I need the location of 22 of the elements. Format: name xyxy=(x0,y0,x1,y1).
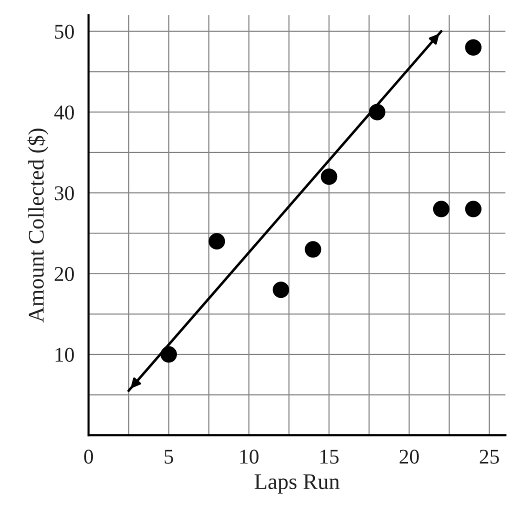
x-tick-label: 5 xyxy=(164,450,174,464)
y-tick-label: 20 xyxy=(54,267,74,282)
y-axis-title: Amount Collected ($) xyxy=(27,128,48,322)
point xyxy=(433,200,450,218)
y-tick-label: 30 xyxy=(54,186,74,200)
x-tick-label: 25 xyxy=(480,450,499,464)
y-tick-label: 50 xyxy=(55,24,74,39)
point xyxy=(465,200,482,218)
point xyxy=(368,104,386,120)
x-tick-label: 10 xyxy=(240,450,258,464)
x-axis-title: Laps Run xyxy=(254,474,340,494)
point xyxy=(465,39,482,56)
point xyxy=(208,233,226,250)
point xyxy=(272,282,290,298)
point xyxy=(320,168,338,185)
y-tick-label: 10 xyxy=(56,348,74,362)
point xyxy=(160,346,177,363)
x-tick-label: 20 xyxy=(400,450,419,464)
x-tick-label: 0 xyxy=(84,450,93,464)
point xyxy=(304,241,322,258)
x-tick-label: 15 xyxy=(320,450,339,464)
y-tick-label: 40 xyxy=(54,105,74,120)
